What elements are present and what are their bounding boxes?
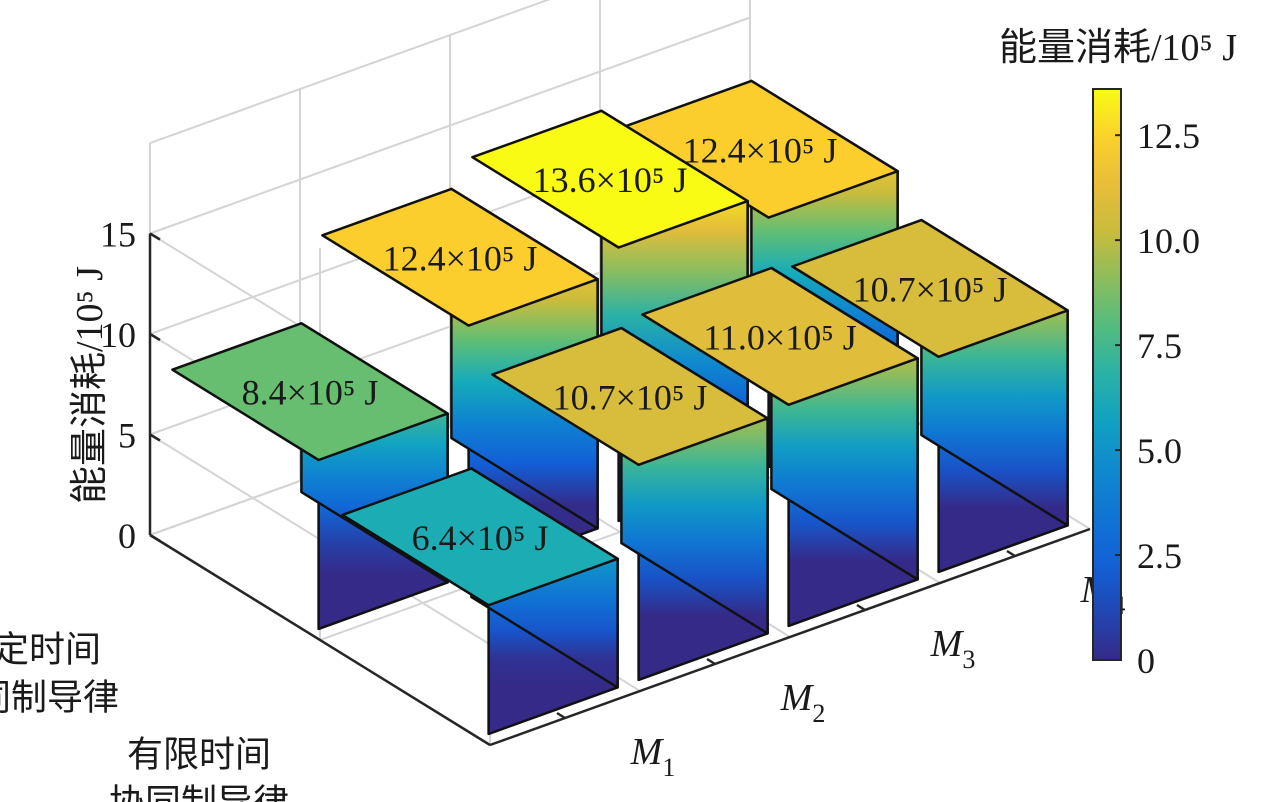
colorbar-tick-label: 7.5 <box>1137 326 1182 366</box>
x-tick-label: M2 <box>780 677 826 728</box>
colorbar: 能量消耗/10⁵ J 0 2.5 5.0 7.5 10.0 12.5 <box>999 27 1237 681</box>
bar-value-label: 8.4×10⁵ J <box>242 373 379 413</box>
bar-face <box>171 322 449 462</box>
bars: 12.4×10⁵ J13.6×10⁵ J12.4×10⁵ J8.4×10⁵ J1… <box>171 79 1069 736</box>
z-tick-label: 5 <box>118 416 136 456</box>
colorbar-tick-label: 2.5 <box>1137 536 1182 576</box>
colorbar-title: 能量消耗/10⁵ J <box>999 27 1237 69</box>
z-tick <box>149 232 161 241</box>
x-axis-line <box>489 527 1091 747</box>
y-tick-label: 协同制导律 <box>0 678 119 718</box>
x-tick <box>556 711 566 720</box>
colorbar-tick-label: 0 <box>1137 641 1155 681</box>
bar-value-label: 10.7×10⁵ J <box>553 377 708 417</box>
z-axis-label: 能量消耗/10⁵ J <box>69 266 111 504</box>
z-tick <box>149 332 161 342</box>
y-tick-label: 有限时间 <box>127 735 271 775</box>
colorbar-tick-label: 10.0 <box>1137 221 1200 261</box>
back-wall-gridline <box>149 16 751 235</box>
bar-value-label: 6.4×10⁵ J <box>412 518 549 558</box>
y-tick-label: 固定时间 <box>0 630 101 670</box>
bar-face <box>641 266 919 407</box>
bar-face <box>491 326 769 467</box>
bar-value-label: 12.4×10⁵ J <box>683 130 838 170</box>
bar-face <box>321 187 599 327</box>
x-tick <box>1006 549 1016 558</box>
bar-face <box>341 467 619 607</box>
back-wall-gridline <box>149 0 551 144</box>
z-tick-label: 15 <box>100 215 136 255</box>
bar-value-label: 10.7×10⁵ J <box>853 269 1008 309</box>
x-tick <box>706 657 716 666</box>
x-tick-label: M1 <box>630 731 676 782</box>
axis-text: 能量消耗/10⁵ J 051015M1M2M3M4固定时间协同制导律有限时间协同… <box>0 215 1125 802</box>
bar-value-label: 13.6×10⁵ J <box>533 160 688 200</box>
bar-value-label: 12.4×10⁵ J <box>383 238 538 278</box>
x-tick <box>856 603 866 612</box>
bar-value-label: 11.0×10⁵ J <box>703 317 857 357</box>
colorbar-scale <box>1092 88 1122 661</box>
x-tick-label: M3 <box>930 623 976 674</box>
y-tick-label: 协同制导律 <box>109 783 289 802</box>
colorbar-tick-label: 5.0 <box>1137 431 1182 471</box>
colorbar-tick-label: 12.5 <box>1137 116 1200 156</box>
y-axis-line <box>149 533 491 747</box>
z-tick <box>149 433 161 442</box>
bar-face <box>471 109 749 249</box>
z-tick-label: 0 <box>118 516 136 556</box>
z-tick <box>149 533 161 543</box>
z-tick-label: 10 <box>100 315 136 355</box>
bar-face <box>791 218 1069 359</box>
